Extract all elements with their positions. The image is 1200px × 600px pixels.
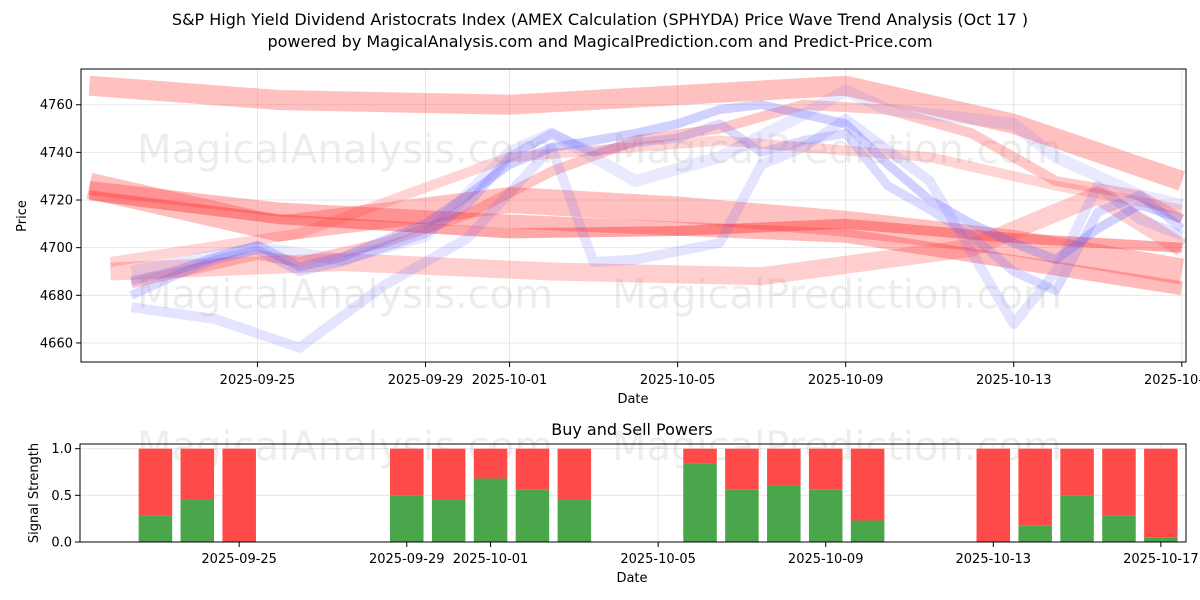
sell-power-bar: [180, 448, 215, 500]
price-x-tick-label: 2025-09-29: [388, 373, 464, 388]
price-x-axis-label: Date: [617, 392, 648, 407]
buy-power-bar: [1018, 525, 1052, 542]
sell-power-bar: [138, 448, 173, 516]
price-grid: [81, 69, 1186, 362]
red-wave-band: [130, 99, 1185, 289]
price-x-tick-label: 2025-09-25: [220, 373, 296, 388]
signal-x-ticks: 2025-09-25 2025-09-29 2025-10-01 2025-10-05…: [201, 542, 1199, 567]
buy-power-bar: [683, 463, 717, 542]
price-y-tick-label: 4720: [40, 194, 73, 209]
signal-plot: Buy and Sell Powers MagicalAnalysis.com M…: [27, 420, 1199, 586]
buy-power-bar: [850, 520, 885, 542]
sell-power-bar: [557, 448, 592, 500]
blue-wave-band: [130, 84, 1184, 278]
red-wave-band: [110, 186, 1186, 286]
price-y-tick-label: 4700: [40, 241, 73, 256]
buy-power-bar: [180, 499, 215, 542]
signal-x-tick-label: 2025-10-09: [788, 552, 864, 567]
signal-y-axis-label: Signal Strength: [27, 443, 42, 543]
signal-x-tick-label: 2025-09-25: [201, 552, 277, 567]
sell-power-bar: [683, 448, 717, 464]
buy-power-bar: [431, 499, 466, 542]
signal-y-tick-label: 0.5: [51, 489, 72, 504]
signal-title: Buy and Sell Powers: [551, 420, 713, 439]
price-y-tick-label: 4760: [40, 98, 73, 113]
sell-power-bar: [1060, 448, 1094, 496]
price-y-axis-label: Price: [15, 200, 30, 232]
price-x-tick-label: 2025-10-09: [808, 373, 884, 388]
signal-y-ticks: 0.0 0.5 1.0: [51, 442, 80, 551]
watermark-text: MagicalAnalysis.com: [137, 272, 553, 318]
price-x-ticks: 2025-09-25 2025-09-29 2025-10-01 2025-10-05…: [220, 362, 1200, 388]
signal-x-tick-label: 2025-09-29: [369, 552, 445, 567]
price-plot: MagicalAnalysis.com MagicalPrediction.com…: [15, 68, 1200, 407]
signal-x-tick-label: 2025-10-13: [956, 552, 1032, 567]
price-x-tick-label: 2025-10-17: [1144, 373, 1200, 388]
price-y-tick-label: 4680: [40, 289, 73, 304]
signal-plot-frame: [79, 443, 1187, 543]
chart-title-line2: powered by MagicalAnalysis.com and Magic…: [267, 32, 932, 51]
price-y-tick-label: 4740: [40, 146, 73, 161]
signal-x-tick-label: 2025-10-05: [620, 552, 696, 567]
sell-power-bar: [515, 448, 550, 490]
signal-x-axis-label: Date: [616, 571, 647, 586]
price-x-tick-label: 2025-10-13: [976, 373, 1052, 388]
price-x-tick-label: 2025-10-05: [640, 373, 716, 388]
red-wave-band: [86, 173, 1184, 285]
buy-power-bar: [390, 495, 424, 542]
sell-power-bar: [976, 448, 1011, 542]
buy-power-bar: [725, 489, 759, 542]
red-wave-bands: [86, 75, 1186, 296]
signal-x-tick-label: 2025-10-01: [453, 552, 529, 567]
watermark-text: MagicalPrediction.com: [612, 127, 1062, 173]
sell-power-bar: [1144, 448, 1178, 538]
blue-wave-band: [129, 119, 1185, 300]
buy-power-bar: [1102, 515, 1136, 542]
buy-power-bar: [767, 485, 801, 542]
buy-power-bar: [557, 499, 592, 542]
signal-bars: [138, 448, 1178, 542]
signal-y-tick-label: 0.0: [51, 536, 72, 551]
price-y-tick-label: 4660: [40, 336, 73, 351]
sell-power-bar: [431, 448, 466, 500]
sell-power-bar: [1018, 448, 1052, 526]
red-wave-band: [88, 190, 1183, 253]
price-plot-frame: [80, 68, 1187, 363]
watermark-text: MagicalAnalysis.com: [137, 127, 553, 173]
red-wave-band: [109, 135, 1183, 267]
sell-power-bar: [725, 448, 759, 490]
buy-power-bar: [1144, 537, 1178, 542]
price-watermarks: MagicalAnalysis.com MagicalPrediction.com…: [137, 127, 1062, 318]
chart-title-line1: S&P High Yield Dividend Aristocrats Inde…: [172, 10, 1028, 29]
sell-power-bar: [808, 448, 843, 490]
signal-x-tick-label: 2025-10-17: [1123, 552, 1199, 567]
sell-power-bar: [767, 448, 801, 486]
blue-wave-band: [130, 114, 1184, 353]
red-wave-band: [88, 75, 1186, 191]
blue-wave-bands: [129, 84, 1185, 353]
buy-power-bar: [473, 478, 508, 542]
red-wave-band: [88, 181, 1183, 296]
signal-y-tick-label: 1.0: [51, 442, 72, 457]
sell-power-bar: [390, 448, 424, 496]
price-x-tick-label: 2025-10-01: [472, 373, 548, 388]
blue-wave-band: [130, 100, 1184, 286]
sell-power-bar: [850, 448, 885, 521]
buy-power-bar: [808, 489, 843, 542]
sell-power-bar: [1102, 448, 1136, 516]
price-y-ticks: 4660 4680 4700 4720 4740 4760: [40, 98, 81, 351]
sell-power-bar: [473, 448, 508, 479]
buy-power-bar: [515, 489, 550, 542]
buy-power-bar: [138, 515, 173, 542]
watermark-text: MagicalPrediction.com: [612, 272, 1062, 318]
buy-power-bar: [1060, 495, 1094, 542]
sell-power-bar: [222, 448, 256, 542]
